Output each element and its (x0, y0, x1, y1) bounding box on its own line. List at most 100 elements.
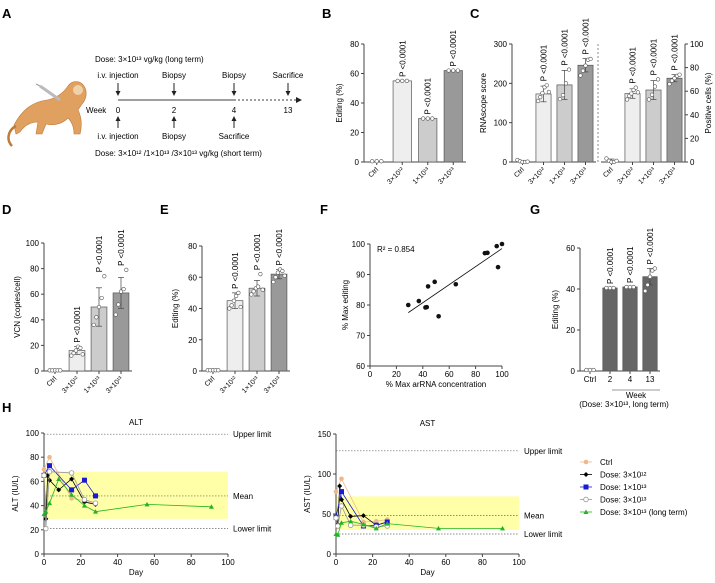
data-point (73, 348, 78, 353)
legend: Ctrl Dose: 3×10¹² Dose: 1×10¹³ Dose: 3×10¹³… (580, 458, 688, 517)
scatter-chart-f: 60 70 80 90 100 0 20 40 60 80 100 % Max arRNA conce… (341, 240, 509, 389)
x-tick-label: 3×10¹² (61, 375, 81, 395)
marker-diamond (69, 476, 75, 482)
up-arrow-head-icon (115, 116, 121, 121)
data-point (652, 266, 657, 271)
marker-triangle (335, 532, 341, 537)
y-tick-label: 60 (356, 362, 365, 371)
scatter-point (499, 241, 505, 247)
marker-circle (339, 476, 344, 482)
data-point (604, 156, 609, 161)
up-arrow-head-icon (171, 116, 177, 121)
data-point (260, 287, 265, 292)
y-tick-label: 100 (318, 470, 332, 479)
data-point (455, 68, 460, 73)
r-squared-annotation: R² = 0.854 (377, 245, 415, 254)
y-tick-label: 20 (350, 129, 359, 138)
data-point (71, 350, 76, 356)
data-point (370, 159, 375, 164)
data-point (58, 368, 63, 373)
x-axis-label: % Max arRNA concentration (386, 380, 487, 389)
x-tick-label: 1×10¹³ (241, 375, 261, 395)
x-tick-label: 40 (418, 370, 427, 379)
data-point (421, 116, 426, 121)
data-point (234, 293, 239, 299)
scatter-point (453, 281, 459, 287)
y-tick-label: 40 (188, 305, 197, 314)
x-tick-label: 40 (405, 558, 414, 567)
x-axis-sublabel: (Dose: 3×10¹³, long term) (579, 400, 669, 409)
bar-chart-d: 0 20 40 60 80 100 VCN (copies/cell) Ctrl P <0.00… (13, 229, 132, 395)
x-tick-label: 1×10¹³ (412, 166, 432, 186)
reference-line-label: Lower limit (233, 525, 272, 534)
scatter-point (436, 313, 441, 319)
bar-chart-g: 0 20 40 60 Editing (%) Ctrl P <0.0001 2 P <0.000… (551, 227, 669, 409)
scatter-point (495, 264, 501, 270)
x-tick-label: 3×10¹² (528, 166, 548, 186)
x-axis-label: Day (420, 568, 434, 577)
y-tick-label: 100 (690, 40, 704, 49)
panel-letter-h: H (2, 400, 11, 415)
y-tick-label: 80 (30, 453, 39, 462)
data-point (238, 304, 243, 310)
data-point (604, 285, 609, 291)
data-point (280, 268, 285, 274)
x-tick-label: 3×10¹² (617, 166, 637, 186)
y-axis-label: ALT (IU/L) (11, 475, 20, 511)
x-tick-label: 3×10¹² (219, 375, 239, 395)
marker-triangle (56, 476, 62, 481)
bottom-event-label: Biopsy (162, 132, 186, 141)
p-value-label: P <0.0001 (253, 233, 262, 270)
x-tick-label: 60 (441, 558, 450, 567)
data-point (395, 78, 400, 83)
marker-triangle (43, 509, 49, 514)
data-point (611, 285, 616, 291)
y-axis-label: Editing (%) (171, 289, 180, 328)
reference-line-label: Upper limit (524, 447, 563, 456)
data-point (231, 298, 236, 303)
data-point (624, 284, 629, 290)
marker-triangle (435, 525, 441, 531)
data-point (669, 78, 675, 83)
scatter-point (432, 279, 437, 285)
data-point (578, 73, 583, 78)
x-tick-label: 80 (478, 558, 487, 567)
y-tick-label: 40 (566, 285, 575, 294)
week-tick: 13 (284, 106, 293, 115)
data-point (118, 289, 124, 294)
data-point (116, 302, 121, 307)
legend-item-label: Dose: 3×10¹³ (600, 496, 647, 505)
data-point (677, 72, 682, 77)
y-tick-label: 60 (30, 477, 39, 486)
line-chart-h-alt: Upper limit Mean Lower limit 0 20 40 60 80 100 0 2… (11, 418, 272, 577)
data-point (580, 68, 586, 73)
top-event-label: Biopsy (222, 71, 246, 80)
marker-triangle (47, 500, 53, 506)
normal-range-band (336, 496, 519, 530)
marker-open-circle (347, 522, 354, 528)
data-point (229, 303, 234, 308)
marker-square (93, 493, 99, 499)
x-tick-label: 100 (495, 370, 509, 379)
data-point (96, 304, 102, 310)
data-point (627, 284, 633, 290)
data-point (563, 81, 569, 86)
y-tick-label: 0 (35, 550, 40, 559)
down-arrow-head-icon (231, 91, 237, 96)
y-tick-label: 40 (690, 111, 699, 120)
bar (248, 287, 266, 372)
long-term-dose-label: Dose: 3×10¹³ vg/kg (long term) (95, 55, 204, 64)
y-tick-label: 80 (350, 40, 359, 49)
data-point (584, 367, 589, 373)
data-point (614, 158, 619, 163)
data-point (643, 288, 648, 294)
panel-letter-f: F (320, 202, 328, 217)
chart-title: ALT (129, 418, 143, 427)
p-value-label: P <0.0001 (671, 34, 680, 71)
data-point (667, 82, 672, 87)
data-point (273, 275, 278, 280)
legend-item-label: Dose: 1×10¹³ (600, 483, 647, 492)
y-tick-label: 60 (566, 244, 575, 253)
p-value-label: P <0.0001 (73, 306, 82, 343)
